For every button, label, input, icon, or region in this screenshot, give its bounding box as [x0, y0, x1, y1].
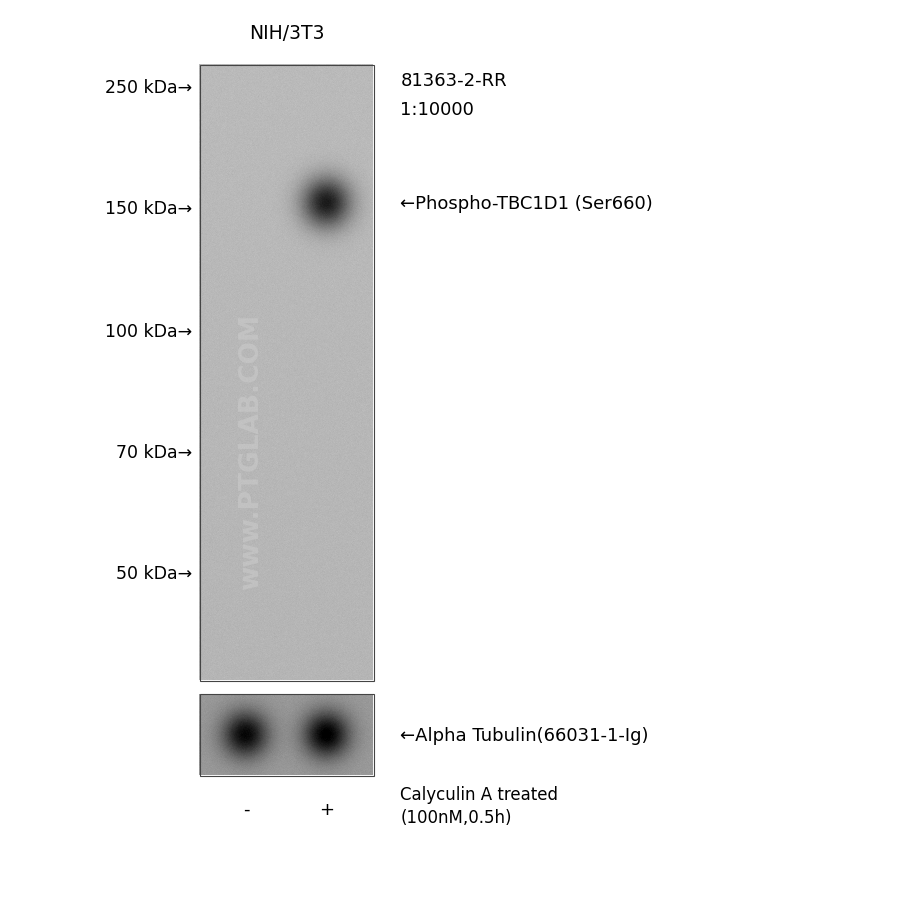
Text: +: + [320, 800, 334, 818]
Text: NIH/3T3: NIH/3T3 [249, 24, 324, 43]
Text: 81363-2-RR: 81363-2-RR [400, 72, 507, 90]
Text: www.PTGLAB.COM: www.PTGLAB.COM [238, 313, 264, 589]
Bar [200, 66, 374, 681]
Text: 250 kDa→: 250 kDa→ [105, 79, 193, 97]
Text: -: - [243, 800, 250, 818]
Text: 100 kDa→: 100 kDa→ [105, 323, 193, 341]
Text: 70 kDa→: 70 kDa→ [116, 444, 193, 462]
Text: 50 kDa→: 50 kDa→ [116, 565, 193, 583]
Text: ←Alpha Tubulin(66031-1-Ig): ←Alpha Tubulin(66031-1-Ig) [400, 726, 649, 744]
Text: Calyculin A treated
(100nM,0.5h): Calyculin A treated (100nM,0.5h) [400, 785, 559, 826]
Text: ←Phospho-TBC1D1 (Ser660): ←Phospho-TBC1D1 (Ser660) [400, 195, 653, 213]
Text: 1:10000: 1:10000 [400, 101, 474, 119]
Text: 150 kDa→: 150 kDa→ [105, 200, 193, 218]
Bar [200, 695, 374, 776]
